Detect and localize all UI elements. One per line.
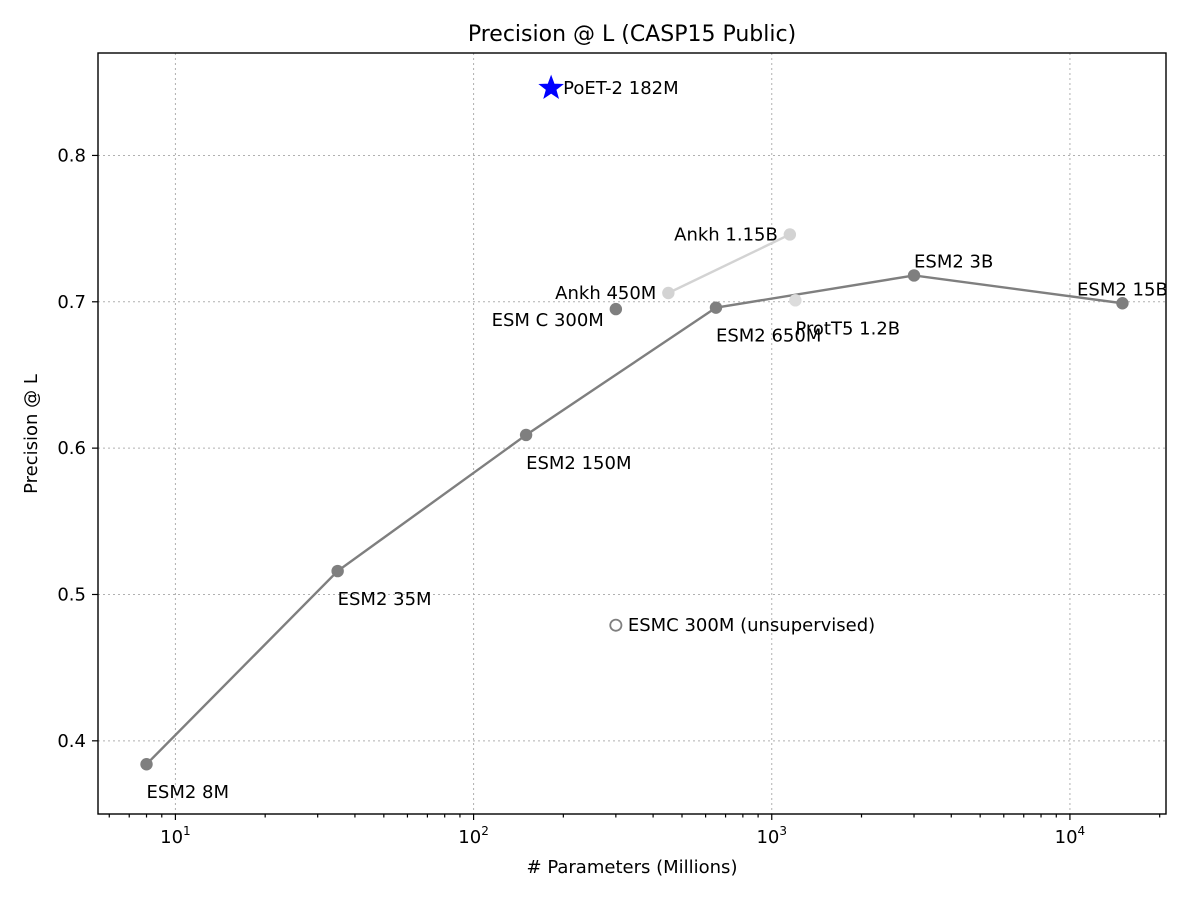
point-esm2-8m: [140, 758, 153, 771]
point-label-esm2-150m: ESM2 150M: [526, 453, 631, 474]
point-label-ankh-450m: Ankh 450M: [555, 283, 656, 304]
y-tick-label: 0.6: [57, 438, 86, 459]
chart-title: Precision @ L (CASP15 Public): [468, 22, 796, 47]
point-label-esmc-300m-unsupervised: ESMC 300M (unsupervised): [628, 615, 875, 636]
x-tick-label: 102: [458, 824, 489, 848]
y-tick-label: 0.7: [57, 292, 86, 313]
point-label-ankh-1-15b: Ankh 1.15B: [674, 224, 778, 245]
grid-layer: [98, 53, 1166, 814]
point-label-esm2-8m: ESM2 8M: [147, 782, 230, 803]
series-line-esm2: [145, 274, 1123, 766]
point-label-esm2-650m: ESM2 650M: [716, 326, 821, 347]
x-tick-label: 104: [1055, 824, 1086, 848]
point-esm2-35m: [331, 564, 344, 578]
x-axis-label: # Parameters (Millions): [527, 857, 738, 878]
point-label-esm2-35m: ESM2 35M: [338, 589, 432, 610]
point-label-prott5-1-2b: ProtT5 1.2B: [795, 318, 900, 339]
point-label-esm2-3b: ESM2 3B: [914, 251, 993, 272]
x-tick-label-base: 10: [1055, 827, 1078, 848]
point-label-poet-2-182m: PoET-2 182M: [563, 78, 679, 99]
y-tick-label: 0.5: [57, 584, 86, 605]
x-tick-label-exponent: 4: [1078, 824, 1086, 838]
point-esm-c-300m: [609, 302, 623, 316]
point-ankh-450m: [662, 286, 675, 300]
x-tick-label-exponent: 3: [779, 824, 787, 838]
x-tick-label-exponent: 2: [481, 824, 489, 838]
y-tick-label: 0.4: [57, 731, 86, 752]
point-esm2-15b: [1116, 297, 1129, 310]
label-layer: ESM2 8M ESM2 35M ESM2 150M ESM2 650M ESM2 3B…: [147, 78, 1168, 803]
series-line-ankh: [667, 233, 791, 295]
y-axis-label: Precision @ L: [21, 374, 42, 494]
x-tick-label: 101: [160, 824, 191, 848]
point-label-esm-c-300m: ESM C 300M: [492, 310, 604, 331]
point-esm2-150m: [519, 428, 533, 442]
point-ankh-1-15b: [783, 228, 797, 241]
point-esm2-3b: [907, 269, 921, 282]
y-tick-label: 0.8: [57, 145, 86, 166]
series-layer: [140, 74, 1129, 771]
point-label-esm2-15b: ESM2 15B: [1077, 279, 1168, 300]
plot-frame: [97, 52, 1167, 815]
x-tick-label-base: 10: [756, 827, 779, 848]
point-esm2-650m: [709, 301, 723, 314]
x-tick-label: 103: [756, 824, 787, 848]
point-prott5-1-2b: [789, 294, 802, 307]
x-tick-label-exponent: 1: [183, 824, 191, 838]
star-marker-poet-2-182m: [538, 74, 564, 99]
x-tick-label-base: 10: [458, 827, 481, 848]
point-esmc-300m-unsupervised: [609, 618, 623, 632]
x-tick-label-base: 10: [160, 827, 183, 848]
